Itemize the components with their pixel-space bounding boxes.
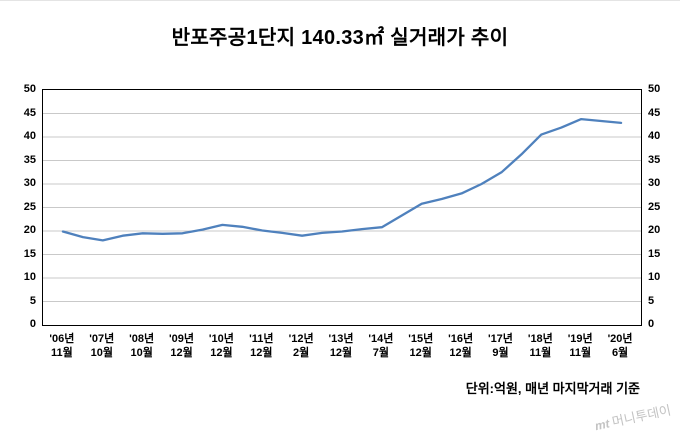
y-tick-label: 0 [648,318,655,330]
unit-note: 단위:억원, 매년 마지막거래 기준 [465,381,640,396]
y-tick-label: 15 [23,247,36,260]
x-tick-label: '11년 12월 [249,333,274,359]
y-tick-label: 20 [23,224,36,236]
price-line [61,117,623,242]
y-tick-label: 25 [23,200,36,213]
x-tick-label: '17년 9월 [487,333,513,359]
y-tick-label: 35 [648,153,661,166]
y-tick-label: 5 [29,294,36,307]
x-tick-label: '08년 10월 [129,333,155,359]
chart-title: 반포주공1단지 140.33㎡ 실거래가 추이 [171,27,509,49]
y-tick-label: 45 [23,106,36,119]
x-tick-label: '06년 11월 [49,333,75,359]
y-tick-label: 45 [648,106,661,119]
chart-svg [43,113,641,302]
mt-logo-icon: mt [593,416,611,434]
y-tick-label: 40 [23,130,36,142]
y-tick-label: 10 [648,271,661,283]
y-tick-label: 0 [29,318,36,330]
plot-area [42,89,642,326]
y-tick-label: 25 [648,200,661,213]
y-tick-label: 15 [648,247,661,260]
y-tick-label: 10 [23,271,36,283]
y-tick-label: 50 [648,83,661,95]
watermark-text: 머니투데이 [610,402,672,430]
y-tick-label: 30 [648,177,661,189]
y-tick-label: 40 [648,130,661,142]
y-tick-label: 50 [23,83,36,95]
y-tick-label: 35 [23,153,36,166]
x-tick-label: '15년 12월 [408,333,434,359]
x-tick-label: '12년 2월 [288,333,314,359]
x-tick-label: '18년 11월 [527,333,553,359]
y-tick-label: 20 [648,224,661,236]
x-tick-label: '07년 10월 [89,333,115,359]
x-tick-label: '16년 12월 [448,333,474,359]
y-tick-label: 5 [648,294,655,307]
x-tick-label: '19년 11월 [567,333,593,359]
x-tick-label: '10년 12월 [208,333,234,359]
x-tick-label: '20년 6월 [607,333,633,359]
y-tick-label: 30 [23,177,36,189]
watermark: mt 머니투데이 [592,399,672,434]
x-tick-label: '14년 7월 [368,333,394,359]
x-tick-label: '13년 12월 [328,333,354,359]
x-tick-label: '09년 12월 [169,333,195,359]
